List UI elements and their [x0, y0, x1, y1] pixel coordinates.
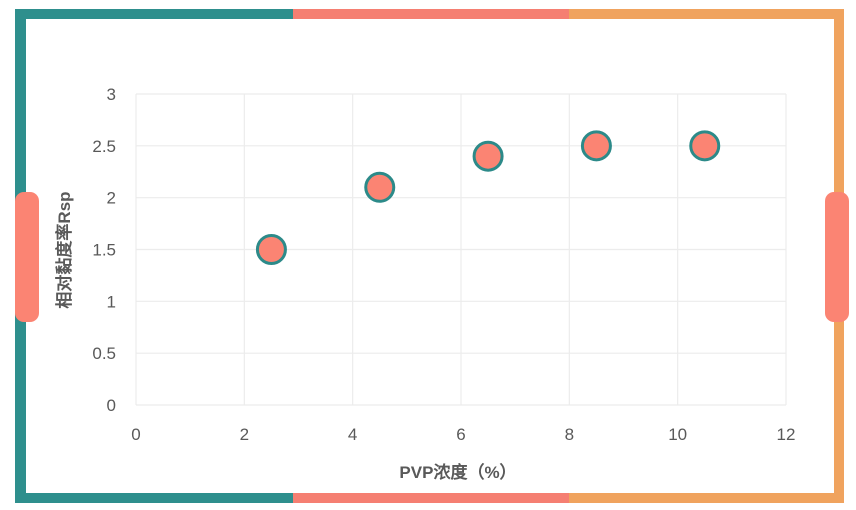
x-tick-label: 8 — [565, 425, 574, 444]
border-top-salmon — [293, 9, 569, 19]
data-point — [255, 234, 287, 265]
data-point — [472, 140, 504, 172]
border-top-orange — [569, 9, 844, 19]
x-tick-label: 10 — [668, 425, 687, 444]
y-tick-label: 2.5 — [92, 137, 116, 156]
border-bottom-teal — [15, 493, 293, 503]
y-axis-label: 相对黏度率Rsp — [54, 191, 74, 308]
x-tick-label: 6 — [456, 425, 465, 444]
border-top-teal — [15, 9, 293, 19]
x-tick-label: 0 — [131, 425, 140, 444]
y-tick-label: 1.5 — [92, 241, 116, 260]
right-tab — [825, 192, 849, 322]
data-point — [689, 130, 721, 162]
decorative-border — [15, 9, 849, 503]
y-tick-label: 0.5 — [92, 344, 116, 363]
x-tick-label: 4 — [348, 425, 357, 444]
data-point — [364, 171, 396, 203]
x-axis-ticks: 0 2 4 6 8 10 12 — [131, 425, 795, 444]
y-tick-label: 1 — [107, 292, 116, 311]
y-tick-label: 2 — [107, 189, 116, 208]
left-tab — [15, 192, 39, 322]
data-points — [255, 130, 721, 265]
plot-area: 0 0.5 1 1.5 2 2.5 3 0 2 4 6 8 10 12 — [92, 85, 795, 444]
data-point — [580, 130, 612, 162]
grid — [135, 93, 787, 406]
border-bottom-orange — [569, 493, 844, 503]
y-tick-label: 0 — [107, 396, 116, 415]
y-axis-ticks: 0 0.5 1 1.5 2 2.5 3 — [92, 85, 116, 415]
x-tick-label: 2 — [240, 425, 249, 444]
x-axis-label: PVP浓度（%） — [399, 462, 516, 482]
x-tick-label: 12 — [777, 425, 796, 444]
y-tick-label: 3 — [107, 85, 116, 104]
border-bottom-salmon — [293, 493, 569, 503]
